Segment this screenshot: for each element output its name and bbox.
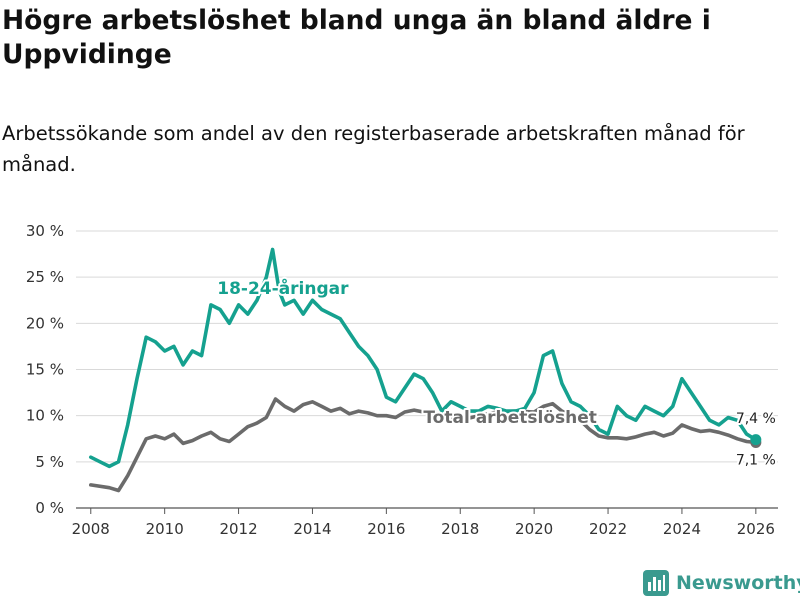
x-tick-label: 2022	[589, 520, 627, 538]
page-subtitle: Arbetssökande som andel av den registerb…	[2, 122, 745, 176]
y-tick-label: 15 %	[26, 361, 64, 379]
series-line-18-24	[89, 247, 758, 469]
x-tick-label: 2020	[515, 520, 553, 538]
y-tick-label: 0 %	[35, 499, 64, 517]
chart-labels: 18-24-åringar Total arbetslöshet 7,4 % 7,1 …	[215, 275, 778, 471]
end-value-label-total: 7,1 %	[736, 453, 776, 469]
y-tick-label: 5 %	[35, 453, 64, 471]
brand-name: Newsworthy	[676, 572, 800, 594]
chart-axes: 0 % 5 % 10 % 15 % 20 % 25 % 30 % 2008 2010 2012 20…	[26, 222, 775, 538]
x-tick-label: 2016	[367, 520, 405, 538]
series-end-point-18-24	[750, 434, 762, 446]
x-tick-label: 2012	[219, 520, 257, 538]
series-label-18-24: 18-24-åringar	[217, 277, 349, 299]
page-title: Högre arbetslöshet bland unga än bland ä…	[2, 5, 711, 70]
x-tick-label: 2010	[146, 520, 184, 538]
newsworthy-logo[interactable]: Newsworthy	[643, 568, 800, 598]
chart-grid	[76, 230, 778, 509]
x-tick-label: 2014	[293, 520, 331, 538]
x-tick-label: 2018	[441, 520, 479, 538]
series-label-total: Total arbetslöshet	[423, 408, 597, 428]
y-tick-label: 25 %	[26, 268, 64, 286]
x-tick-label: 2026	[737, 520, 775, 538]
y-tick-label: 10 %	[26, 407, 64, 425]
x-tick-label: 2024	[663, 520, 701, 538]
series-line-total	[89, 397, 758, 493]
chart-series	[89, 247, 762, 493]
bar-chart-logo-icon	[643, 570, 669, 596]
y-tick-label: 20 %	[26, 314, 64, 332]
y-tick-label: 30 %	[26, 222, 64, 240]
x-tick-label: 2008	[72, 520, 110, 538]
end-value-label-18-24: 7,4 %	[736, 411, 776, 427]
